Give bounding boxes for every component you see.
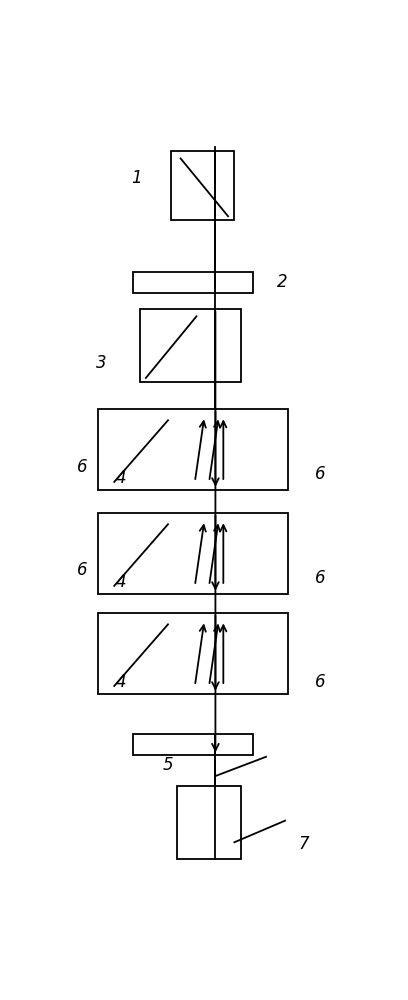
Text: 6: 6 <box>77 561 88 579</box>
Text: 4: 4 <box>115 573 126 591</box>
Text: 5: 5 <box>163 756 173 774</box>
Text: 6: 6 <box>315 465 325 483</box>
Bar <box>171 151 234 220</box>
Text: 4: 4 <box>115 469 126 487</box>
Bar <box>177 786 241 859</box>
Text: 3: 3 <box>96 354 107 372</box>
Text: 2: 2 <box>277 273 287 291</box>
Text: 7: 7 <box>299 835 309 853</box>
Text: 6: 6 <box>77 458 88 476</box>
Bar <box>98 409 288 490</box>
Text: 1: 1 <box>131 169 142 187</box>
Text: 6: 6 <box>315 673 325 691</box>
Bar <box>133 272 253 293</box>
Bar <box>98 513 288 594</box>
Bar <box>98 613 288 694</box>
Bar <box>140 309 241 382</box>
Bar <box>133 734 253 755</box>
Text: 6: 6 <box>315 569 325 587</box>
Text: 4: 4 <box>115 673 126 691</box>
